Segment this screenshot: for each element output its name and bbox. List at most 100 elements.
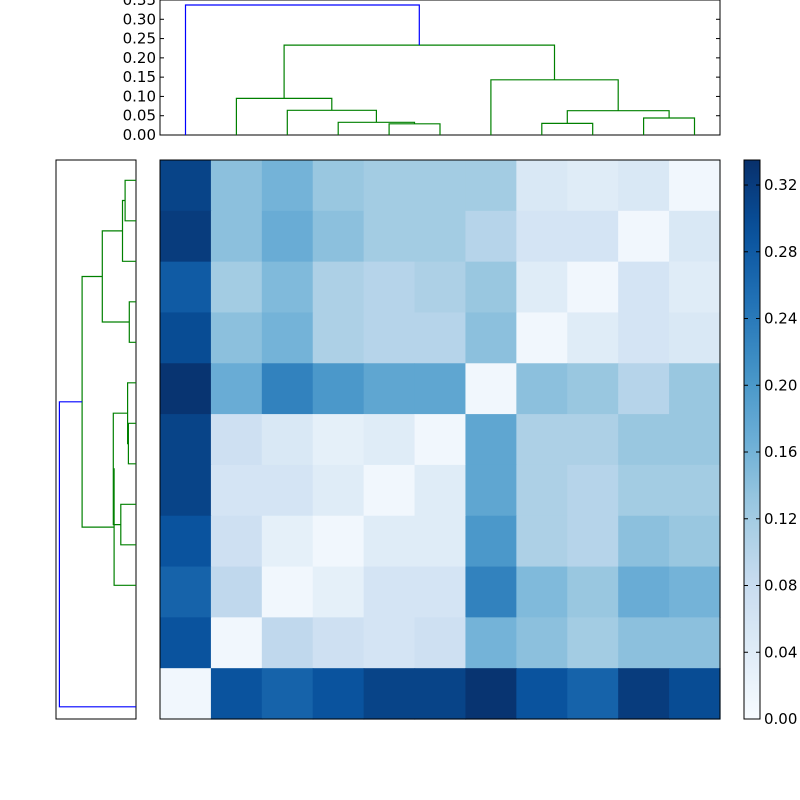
heatmap-cell (465, 312, 517, 364)
top-dendrogram-link (541, 122, 594, 135)
heatmap-cell (465, 464, 517, 517)
heatmap-cell (567, 515, 619, 568)
heatmap-cell (261, 464, 314, 517)
heatmap-cell (465, 210, 517, 263)
heatmap-cell (567, 160, 619, 212)
heatmap-cell (261, 160, 314, 212)
heatmap-cell (363, 617, 416, 669)
heatmap-cell (363, 566, 416, 618)
heatmap-cell (567, 363, 619, 415)
heatmap-cell (414, 464, 467, 517)
heatmap-cell (669, 566, 721, 618)
colorbar-tick-label: 0.20 (764, 376, 797, 394)
heatmap-cell (210, 566, 263, 618)
left-dendrogram-link (120, 503, 136, 546)
top-dendrogram-tick-label: 0.10 (123, 87, 156, 105)
colorbar-tick-label: 0.08 (764, 577, 797, 595)
heatmap-cell (363, 363, 416, 415)
top-dendrogram-link (566, 110, 670, 124)
colorbar-fill (744, 160, 760, 719)
heatmap-cell (618, 160, 670, 212)
top-dendrogram-link (283, 44, 556, 99)
heatmap-cell (210, 617, 263, 669)
heatmap-cell (516, 668, 568, 720)
heatmap-cell (618, 363, 670, 415)
heatmap-cell (567, 464, 619, 517)
heatmap-cell (160, 160, 212, 212)
heatmap-cell (210, 668, 263, 720)
heatmap-frame (159, 159, 721, 720)
heatmap-cell (261, 414, 314, 466)
heatmap-cell (414, 312, 467, 364)
heatmap-cell (210, 210, 263, 263)
heatmap-cell (618, 210, 670, 263)
heatmap-cell (516, 210, 568, 263)
heatmap-cell (567, 261, 619, 314)
heatmap-cell (160, 363, 212, 415)
heatmap-cell (261, 312, 314, 364)
heatmap-cell (669, 261, 721, 314)
heatmap-cell (160, 566, 212, 618)
heatmap-cell (160, 261, 212, 314)
heatmap-cell (516, 414, 568, 466)
heatmap-cell (210, 515, 263, 568)
heatmap-cell (669, 668, 721, 720)
heatmap-cell (567, 566, 619, 618)
heatmap-cell (516, 464, 568, 517)
heatmap-cell (261, 210, 314, 263)
heatmap-cell (160, 414, 212, 466)
heatmap-cell (465, 414, 517, 466)
heatmap-cell (669, 160, 721, 212)
heatmap-cell (465, 261, 517, 314)
heatmap-cell (160, 617, 212, 669)
heatmap-cell (465, 668, 517, 720)
heatmap-cell (363, 210, 416, 263)
heatmap-cell (414, 566, 467, 618)
colorbar-tick-label: 0.28 (764, 243, 797, 261)
heatmap-cell (567, 668, 619, 720)
colorbar: 0.00 0.04 0.08 0.12 0.16 0.20 0.24 0.28 0.32 (743, 159, 797, 728)
heatmap-cell (618, 261, 670, 314)
heatmap-cell (160, 668, 212, 720)
heatmap-cell (312, 566, 365, 618)
heatmap-cell (516, 617, 568, 669)
heatmap-cell (312, 617, 365, 669)
heatmap-cell (210, 414, 263, 466)
heatmap-cell (160, 210, 212, 263)
heatmap-cell (516, 160, 568, 212)
left-dendrogram-link (101, 230, 130, 323)
heatmap-cell (363, 312, 416, 364)
heatmap-cell (261, 668, 314, 720)
heatmap-cell (414, 261, 467, 314)
top-dendrogram-tick-label: 0.05 (123, 107, 156, 125)
heatmap-cell (414, 363, 467, 415)
heatmap-cell (618, 668, 670, 720)
heatmap-cell (261, 261, 314, 314)
heatmap-cell (516, 363, 568, 415)
heatmap-cell (414, 617, 467, 669)
heatmap-cell (312, 515, 365, 568)
left-dendrogram-link (58, 401, 136, 708)
heatmap-cell (312, 414, 365, 466)
heatmap-cell (261, 566, 314, 618)
top-dendrogram-tick-label: 0.30 (123, 10, 156, 28)
heatmap-cell (210, 160, 263, 212)
top-dendrogram-tick-label: 0.35 (123, 0, 156, 9)
top-dendrogram-link (235, 97, 333, 135)
heatmap-cell (414, 668, 467, 720)
heatmap-cell (363, 414, 416, 466)
left-dendrogram-link (128, 301, 136, 343)
top-dendrogram-frame (159, 0, 721, 136)
heatmap-cell (618, 515, 670, 568)
colorbar-tick-label: 0.24 (764, 310, 797, 328)
left-dendrogram-frame (55, 159, 137, 720)
heatmap (159, 159, 721, 720)
top-dendrogram-tick-label: 0.25 (123, 30, 156, 48)
colorbar-tick-label: 0.12 (764, 510, 797, 528)
heatmap-cell (312, 363, 365, 415)
heatmap-cell (261, 617, 314, 669)
heatmap-cell (414, 414, 467, 466)
heatmap-cell (414, 160, 467, 212)
heatmap-cell (465, 515, 517, 568)
heatmap-cell (261, 363, 314, 415)
